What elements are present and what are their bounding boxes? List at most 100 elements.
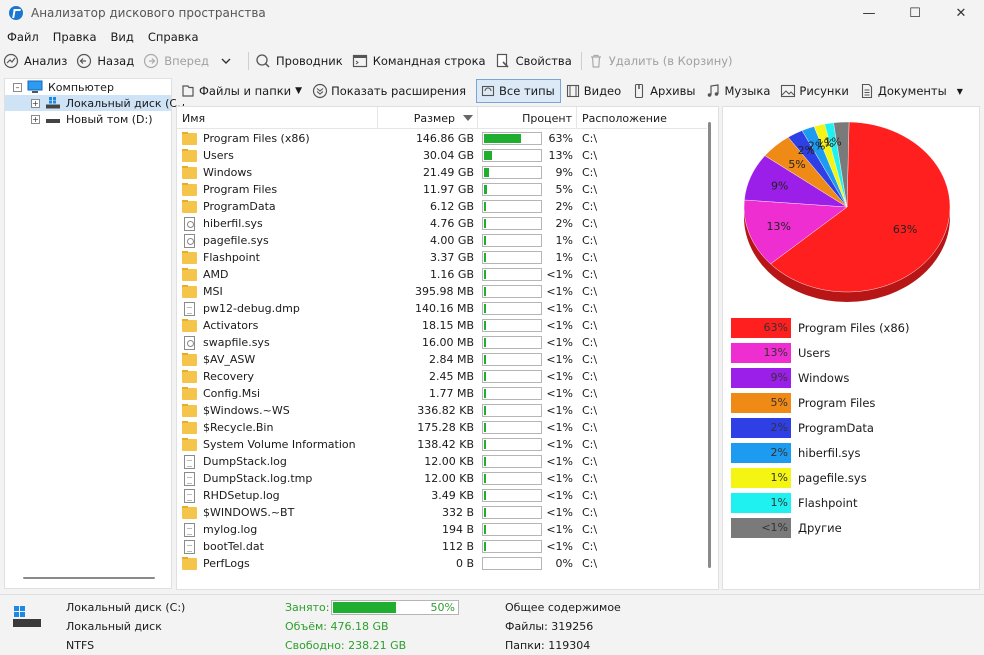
explorer-button[interactable]: Проводник — [252, 50, 349, 72]
cell-location: C:\ — [582, 540, 598, 553]
table-row[interactable]: Program Files (x86) 146.86 GB 63% C:\ — [177, 130, 707, 147]
table-row[interactable]: $AV_ASW 2.84 MB <1% C:\ — [177, 351, 707, 368]
status-free: Свободно: 238.21 GB — [285, 639, 407, 652]
archives-filter[interactable]: Архивы — [627, 79, 701, 103]
cell-percent-bar — [478, 421, 542, 434]
pie-slice-label: 9% — [771, 180, 788, 193]
item-name: pw12-debug.dmp — [203, 302, 300, 315]
table-row[interactable]: ProgramData 6.12 GB 2% C:\ — [177, 198, 707, 215]
cell-size: 21.49 GB — [422, 166, 474, 179]
item-name: Config.Msi — [203, 387, 261, 400]
menu-view[interactable]: Вид — [110, 30, 134, 44]
legend-swatch: 63% — [731, 317, 791, 338]
pie-slice[interactable] — [743, 199, 848, 265]
cell-percent-bar — [478, 506, 542, 519]
film-icon — [565, 83, 581, 99]
cell-percent: <1% — [546, 540, 573, 553]
documents-filter[interactable]: Документы — [855, 79, 953, 103]
history-dropdown-button[interactable] — [215, 50, 245, 72]
legend-swatch: 2% — [731, 417, 791, 438]
table-row[interactable]: Recovery 2.45 MB <1% C:\ — [177, 368, 707, 385]
table-row[interactable]: Program Files 11.97 GB 5% C:\ — [177, 181, 707, 198]
tree-item-drive-c[interactable]: + Локальный диск (C:) — [5, 95, 185, 111]
percent-bar — [482, 336, 542, 349]
video-filter[interactable]: Видео — [561, 79, 627, 103]
expand-toggle-icon[interactable]: + — [31, 98, 40, 108]
delete-to-recycle-button[interactable]: Удалить (в Корзину) — [585, 50, 739, 72]
table-row[interactable]: hiberfil.sys 4.76 GB 2% C:\ — [177, 215, 707, 232]
command-prompt-button[interactable]: Командная строка — [349, 50, 492, 72]
table-row[interactable]: Config.Msi 1.77 MB <1% C:\ — [177, 385, 707, 402]
minimize-button[interactable]: — — [862, 5, 876, 21]
legend-label: Windows — [798, 370, 850, 385]
column-header-percent[interactable]: Процент — [478, 107, 577, 129]
menu-file[interactable]: Файл — [7, 30, 39, 44]
music-filter[interactable]: Музыка — [701, 79, 776, 103]
table-row[interactable]: Users 30.04 GB 13% C:\ — [177, 147, 707, 164]
image-icon — [780, 83, 796, 99]
cell-size: 1.16 GB — [429, 268, 474, 281]
files-and-folders-dropdown[interactable]: Файлы и папки ▼ — [176, 79, 308, 103]
table-row[interactable]: mylog.log 194 B <1% C:\ — [177, 521, 707, 538]
table-row[interactable]: MSI 395.98 MB <1% C:\ — [177, 283, 707, 300]
table-row[interactable]: AMD 1.16 GB <1% C:\ — [177, 266, 707, 283]
tree-horizontal-scrollbar[interactable] — [23, 577, 155, 579]
table-row[interactable]: swapfile.sys 16.00 MB <1% C:\ — [177, 334, 707, 351]
cell-name: PerfLogs — [177, 557, 378, 570]
expand-toggle-icon[interactable]: + — [31, 114, 40, 124]
table-row[interactable]: Activators 18.15 MB <1% C:\ — [177, 317, 707, 334]
column-header-size[interactable]: Размер — [378, 107, 478, 129]
table-row[interactable]: $Windows.~WS 336.82 KB <1% C:\ — [177, 402, 707, 419]
cell-size: 12.00 KB — [424, 455, 474, 468]
pictures-filter[interactable]: Рисунки — [776, 79, 854, 103]
percent-bar — [482, 251, 542, 264]
computer-icon — [27, 80, 43, 94]
table-row[interactable]: DumpStack.log 12.00 KB <1% C:\ — [177, 453, 707, 470]
back-button[interactable]: Назад — [73, 50, 140, 72]
collapse-toggle-icon[interactable]: – — [13, 82, 22, 92]
pie-slice-label: 13% — [766, 220, 790, 233]
table-row[interactable]: System Volume Information 138.42 KB <1% C:\ — [177, 436, 707, 453]
column-header-name[interactable]: Имя — [177, 107, 378, 129]
table-row[interactable]: Windows 21.49 GB 9% C:\ — [177, 164, 707, 181]
tree-item-label: Компьютер — [48, 80, 114, 94]
table-row[interactable]: bootTel.dat 112 B <1% C:\ — [177, 538, 707, 555]
close-button[interactable]: ✕ — [955, 5, 967, 21]
forward-button[interactable]: Вперед — [140, 50, 215, 72]
cell-location: C:\ — [582, 353, 598, 366]
status-filesystem: NTFS — [66, 639, 95, 652]
file-list-vertical-scrollbar[interactable] — [708, 122, 711, 568]
legend-item: 2% hiberfil.sys — [731, 440, 971, 465]
properties-button[interactable]: Свойства — [492, 50, 578, 72]
cell-size: 395.98 MB — [414, 285, 474, 298]
maximize-button[interactable]: ☐ — [909, 5, 921, 21]
tree-item-drive-d[interactable]: + Новый том (D:) — [5, 111, 171, 127]
table-row[interactable]: $WINDOWS.~BT 332 B <1% C:\ — [177, 504, 707, 521]
tree-item-computer[interactable]: – Компьютер — [5, 79, 171, 95]
table-row[interactable]: PerfLogs 0 B 0% C:\ — [177, 555, 707, 572]
percent-bar — [482, 149, 542, 162]
cell-percent: <1% — [546, 404, 573, 417]
cell-percent-bar — [478, 183, 542, 196]
disk-usage-bar: 50% — [331, 600, 459, 615]
analyze-button[interactable]: Анализ — [0, 50, 73, 72]
table-row[interactable]: $Recycle.Bin 175.28 KB <1% C:\ — [177, 419, 707, 436]
pie-slice[interactable] — [770, 121, 951, 293]
show-extensions-button[interactable]: Показать расширения — [308, 79, 472, 103]
percent-bar — [482, 404, 542, 417]
column-header-location[interactable]: Расположение — [582, 111, 667, 125]
pie-slice[interactable] — [833, 121, 850, 208]
all-types-filter[interactable]: Все типы — [476, 79, 561, 103]
table-row[interactable]: pagefile.sys 4.00 GB 1% C:\ — [177, 232, 707, 249]
cell-size: 4.00 GB — [429, 234, 474, 247]
more-filters-dropdown[interactable]: ▼ — [953, 79, 969, 103]
cell-percent: 1% — [555, 234, 573, 247]
table-row[interactable]: DumpStack.log.tmp 12.00 KB <1% C:\ — [177, 470, 707, 487]
table-row[interactable]: Flashpoint 3.37 GB 1% C:\ — [177, 249, 707, 266]
cell-percent-bar — [478, 387, 542, 400]
cell-percent: <1% — [546, 319, 573, 332]
table-row[interactable]: RHDSetup.log 3.49 KB <1% C:\ — [177, 487, 707, 504]
table-row[interactable]: pw12-debug.dmp 140.16 MB <1% C:\ — [177, 300, 707, 317]
menu-edit[interactable]: Правка — [52, 30, 97, 44]
menu-help[interactable]: Справка — [147, 30, 199, 44]
